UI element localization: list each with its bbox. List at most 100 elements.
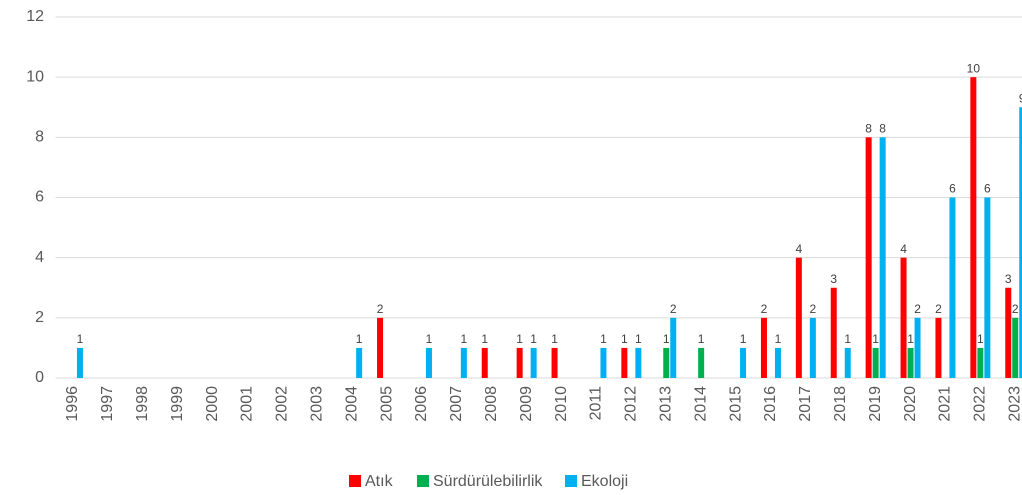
x-tick-label: 2002 — [274, 386, 291, 422]
x-tick-label: 2009 — [518, 386, 535, 422]
y-tick-label: 8 — [35, 129, 44, 146]
bar — [865, 137, 872, 378]
bar — [774, 347, 781, 378]
x-tick-label: 2010 — [553, 386, 570, 422]
legend-swatch — [417, 475, 429, 487]
bar — [1012, 317, 1019, 378]
data-label: 1 — [77, 332, 84, 346]
x-tick-label: 2021 — [937, 386, 954, 422]
bar — [516, 347, 523, 378]
data-label: 2 — [935, 302, 942, 316]
data-label: 1 — [698, 332, 705, 346]
bar — [914, 317, 921, 378]
bar — [935, 317, 942, 378]
x-tick-label: 2023 — [1006, 386, 1022, 422]
data-label: 1 — [872, 332, 879, 346]
y-tick-label: 12 — [26, 8, 44, 25]
bar — [663, 347, 670, 378]
bar — [621, 347, 628, 378]
bar — [977, 347, 984, 378]
x-tick-label: 2012 — [623, 386, 640, 422]
x-tick-label: 2007 — [448, 386, 465, 422]
x-tick-label: 1997 — [99, 386, 116, 422]
x-tick-label: 2011 — [588, 386, 605, 421]
data-label: 1 — [740, 332, 747, 346]
bar — [600, 347, 607, 378]
legend-label: Ekoloji — [581, 473, 628, 490]
data-label: 1 — [621, 332, 628, 346]
legend-swatch — [349, 475, 361, 487]
bar — [1005, 287, 1012, 378]
x-tick-label: 2022 — [972, 386, 989, 422]
bar — [670, 317, 677, 378]
data-label: 2 — [914, 302, 921, 316]
legend-swatch — [565, 475, 577, 487]
x-tick-label: 2015 — [727, 386, 744, 422]
bar — [809, 317, 816, 378]
bar — [740, 347, 747, 378]
y-tick-label: 4 — [35, 249, 44, 266]
data-label: 1 — [600, 332, 607, 346]
bar — [872, 347, 879, 378]
bar — [760, 317, 767, 378]
x-tick-label: 1998 — [134, 386, 151, 422]
x-tick-label: 2017 — [797, 386, 814, 422]
data-label: 2 — [377, 302, 384, 316]
bar — [844, 347, 851, 378]
data-label: 1 — [844, 332, 851, 346]
x-tick-label: 2016 — [762, 386, 779, 422]
data-label: 1 — [461, 332, 468, 346]
bar — [970, 77, 977, 379]
bar — [1019, 107, 1022, 378]
bar — [551, 347, 558, 378]
bar — [698, 347, 705, 378]
bar — [830, 287, 837, 378]
bar — [460, 347, 467, 378]
data-label: 1 — [977, 332, 984, 346]
bar — [907, 347, 914, 378]
bar — [900, 257, 907, 378]
bar — [795, 257, 802, 378]
bar — [76, 347, 83, 378]
data-label: 2 — [810, 302, 817, 316]
x-tick-label: 2000 — [204, 386, 221, 422]
y-tick-label: 2 — [35, 309, 44, 326]
bar — [949, 197, 956, 378]
y-tick-label: 6 — [35, 189, 44, 206]
data-label: 1 — [356, 332, 363, 346]
bar — [635, 347, 642, 378]
data-label: 1 — [663, 332, 670, 346]
data-label: 2 — [1012, 302, 1019, 316]
data-label: 8 — [865, 122, 872, 136]
data-label: 1 — [530, 332, 537, 346]
x-tick-label: 2005 — [378, 386, 395, 422]
x-tick-label: 1996 — [64, 386, 81, 422]
x-tick-label: 2006 — [413, 386, 430, 422]
x-tick-label: 2014 — [692, 386, 709, 422]
data-label: 1 — [551, 332, 558, 346]
data-label: 9 — [1019, 91, 1022, 105]
data-label: 2 — [670, 302, 677, 316]
bar — [377, 317, 384, 378]
data-label: 6 — [949, 182, 956, 196]
data-label: 8 — [879, 122, 886, 136]
y-tick-label: 0 — [35, 369, 44, 386]
data-label: 3 — [830, 272, 837, 286]
data-label: 1 — [635, 332, 642, 346]
bar — [879, 137, 886, 378]
bar — [530, 347, 537, 378]
x-tick-label: 2004 — [343, 386, 360, 422]
x-tick-label: 2020 — [902, 386, 919, 422]
data-label: 3 — [1005, 272, 1012, 286]
data-label: 1 — [907, 332, 914, 346]
x-tick-label: 2003 — [308, 386, 325, 422]
data-label: 1 — [516, 332, 523, 346]
bar — [425, 347, 432, 378]
data-label: 1 — [426, 332, 433, 346]
data-label: 4 — [796, 242, 803, 256]
legend-label: Sürdürülebilirlik — [433, 473, 543, 490]
data-label: 1 — [775, 332, 782, 346]
bar — [481, 347, 488, 378]
